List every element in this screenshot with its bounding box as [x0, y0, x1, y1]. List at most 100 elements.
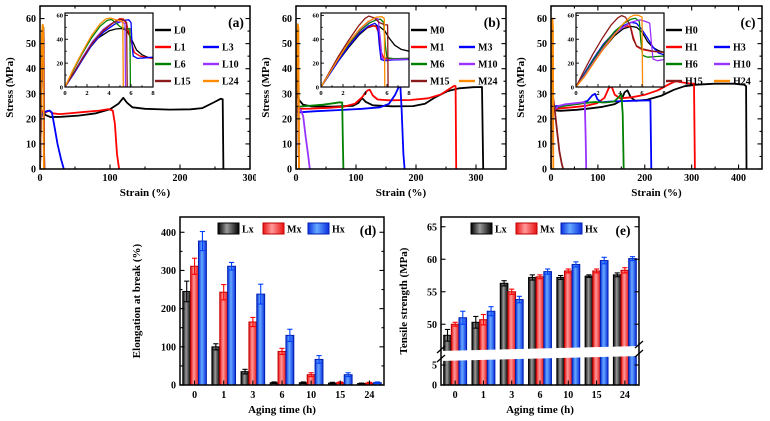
bar-Hx-15 — [599, 260, 609, 386]
axis-break-band — [439, 346, 641, 361]
legend-swatch-Lx — [217, 222, 240, 235]
bar-Hx-10 — [571, 263, 581, 386]
x-tick-label: 300 — [684, 173, 699, 184]
x-tick-label: 6 — [538, 390, 543, 401]
y-tick-label: 10 — [282, 139, 292, 150]
bar-Lx-24 — [612, 274, 622, 386]
inset-x-tick: 0 — [63, 90, 66, 97]
y-tick-label: 60 — [282, 14, 292, 25]
x-tick-label: 0 — [294, 173, 299, 184]
legend-label-H10: H10 — [733, 60, 751, 71]
x-tick-label: 400 — [731, 173, 746, 184]
data-curve — [40, 23, 45, 169]
inset-x-tick: 8 — [662, 90, 666, 97]
inset-x-tick: 8 — [407, 90, 411, 97]
bar-Hx-1 — [227, 265, 237, 386]
x-tick-label: 100 — [349, 173, 364, 184]
legend-label-Lx: Lx — [495, 225, 507, 236]
data-curve — [576, 14, 644, 87]
legend-label-M15: M15 — [430, 77, 449, 88]
bar-Hx-24 — [628, 258, 637, 386]
y-axis-label: Stress (MPa) — [515, 57, 527, 118]
legend-swatch-Hx — [307, 222, 330, 235]
data-curve — [65, 17, 124, 87]
bar-Hx-6 — [285, 334, 295, 386]
panel-letter: (b) — [484, 15, 501, 30]
data-curve — [576, 17, 664, 87]
data-curve — [296, 85, 406, 169]
bar-Mx-3 — [507, 291, 517, 386]
y-axis-label: Tensile strength (MPa) — [398, 247, 410, 354]
inset-x-tick: 4 — [363, 90, 367, 97]
panel-letter: (c) — [741, 15, 756, 30]
data-curve — [551, 82, 748, 169]
data-curve — [296, 84, 458, 169]
panel-b-stress-strain-M: 0 100 200 300 0 10 20 30 40 50 60 Strain (%) Stress … — [258, 0, 512, 205]
legend-label-L1: L1 — [174, 43, 186, 54]
bar-Hx-3 — [515, 299, 524, 386]
legend-label-M6: M6 — [430, 60, 444, 71]
panel-c-stress-strain-H: 0 100 200 300 400 0 10 20 30 40 50 60 Strain (%) Stre… — [513, 0, 768, 205]
bar-Lx-1 — [211, 346, 221, 386]
bar-Lx-3 — [499, 282, 509, 386]
data-curve — [551, 101, 588, 169]
y-tick-label: 40 — [26, 64, 36, 75]
inset-x-tick: 4 — [618, 90, 622, 97]
x-axis-label: Strain (%) — [120, 187, 171, 199]
inset-y-tick: 0 — [316, 84, 319, 91]
legend-label-L24: L24 — [222, 77, 239, 88]
x-tick-label: 1 — [221, 390, 226, 401]
bar-Hx-3 — [256, 293, 266, 386]
inset-x-tick: 0 — [574, 90, 577, 97]
y-tick-label: 40 — [537, 64, 547, 75]
data-curve — [65, 18, 128, 87]
inset-y-tick: 20 — [57, 60, 64, 67]
y-tick-label: 60 — [26, 14, 36, 25]
x-axis-label: Aging time (h) — [506, 404, 574, 416]
x-tick-label: 24 — [620, 390, 630, 401]
legend-label-M10: M10 — [478, 60, 497, 71]
bar-Mx-3 — [248, 321, 258, 386]
legend-label-H15: H15 — [685, 77, 703, 88]
y-tick-label: 40 — [282, 64, 292, 75]
data-curve — [40, 96, 225, 169]
bar-Mx-10 — [563, 270, 573, 386]
bar-Lx-6 — [528, 276, 537, 386]
legend-label-H3: H3 — [733, 43, 746, 54]
bar-Mx-24 — [620, 269, 630, 386]
legend-label-L0: L0 — [174, 26, 186, 37]
y-axis-label: Stress (MPa) — [260, 57, 272, 118]
data-curve — [321, 15, 389, 87]
bar-Lx-15 — [584, 275, 594, 386]
inset-y-tick: 40 — [57, 37, 64, 44]
legend-label-L10: L10 — [222, 60, 239, 71]
legend-label-Hx: Hx — [585, 225, 598, 236]
legend-label-H24: H24 — [733, 77, 751, 88]
x-tick-label: 10 — [563, 390, 573, 401]
data-curve — [321, 15, 386, 87]
legend-label-H0: H0 — [685, 26, 698, 37]
data-curve — [576, 19, 664, 87]
y-axis-label: Stress (MPa) — [4, 57, 16, 118]
y-tick-label: 100 — [161, 342, 176, 353]
y-tick-label: 10 — [537, 139, 547, 150]
inset-x-tick: 2 — [85, 90, 88, 97]
x-tick-label: 200 — [637, 173, 652, 184]
inset-y-tick: 40 — [313, 37, 320, 44]
inset-x-tick: 8 — [151, 90, 155, 97]
y-tick-label: 50 — [26, 39, 36, 50]
y-tick-label: 30 — [282, 89, 292, 100]
legend-label-M3: M3 — [478, 43, 492, 54]
inset-x-tick: 6 — [385, 90, 389, 97]
x-tick-label: 10 — [306, 390, 316, 401]
x-axis-label: Strain (%) — [631, 187, 682, 199]
y-tick-label: 300 — [161, 266, 176, 277]
legend-label-Mx: Mx — [540, 225, 554, 236]
x-tick-label: 200 — [173, 173, 188, 184]
inset-x-tick: 2 — [341, 90, 344, 97]
inset-y-tick: 0 — [60, 84, 63, 91]
